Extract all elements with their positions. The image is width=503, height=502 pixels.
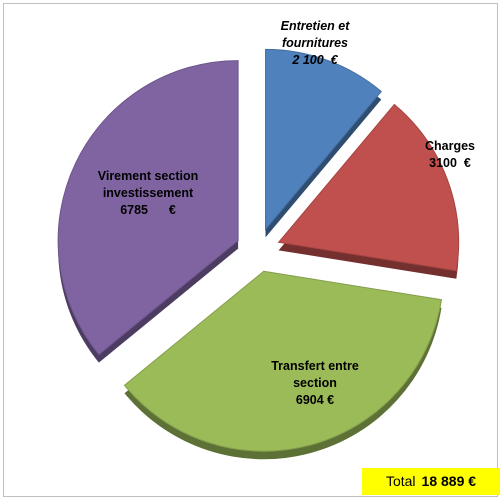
slice	[277, 103, 460, 272]
total-box: Total 18 889 €	[362, 468, 500, 495]
slice-label: Entretien et fournitures 2 100 €	[255, 18, 375, 69]
category-label: Transfert entre section	[271, 359, 359, 390]
slice	[57, 60, 239, 356]
slice-label: Charges 3100 €	[405, 138, 495, 172]
category-label: Charges	[424, 139, 476, 153]
value-label: 6785 €	[120, 203, 176, 217]
value-label: 2 100 €	[292, 53, 338, 67]
slice	[123, 270, 443, 452]
slice-label: Virement section investissement 6785 €	[88, 168, 208, 219]
total-label: Total	[385, 473, 416, 489]
slice-label: Transfert entre section 6904 €	[250, 358, 380, 409]
chart-frame	[3, 3, 498, 497]
value-label: 3100 €	[429, 156, 471, 170]
slice	[265, 48, 382, 231]
category-label: Virement section investissement	[97, 169, 199, 200]
total-value: 18 889 €	[421, 473, 477, 489]
category-label: Entretien et fournitures	[280, 19, 350, 50]
value-label: 6904 €	[295, 393, 335, 407]
